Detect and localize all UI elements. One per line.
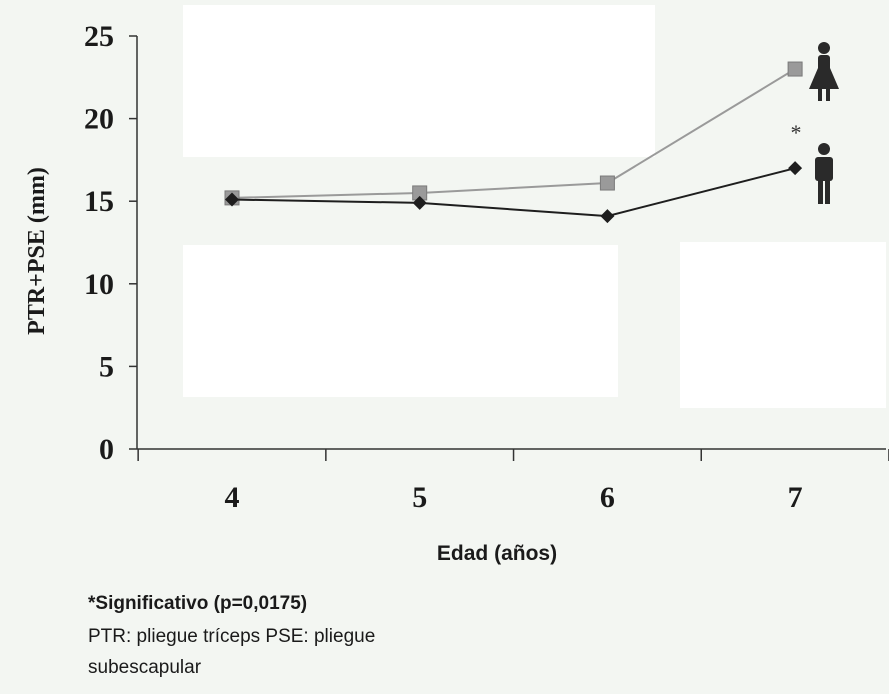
data-point-male	[412, 195, 427, 210]
x-tick-label: 6	[600, 481, 615, 514]
series-female	[224, 61, 803, 206]
x-axis-ticks: 4 5 6 7	[137, 449, 889, 514]
background-patch	[183, 245, 618, 397]
significance-note: *Significativo (p=0,0175)	[88, 593, 308, 614]
x-tick-label: 5	[412, 481, 427, 514]
significance-asterisk: *	[791, 120, 802, 145]
series-layer	[224, 61, 803, 224]
male-figure-icon	[815, 143, 833, 204]
y-tick-label: 0	[99, 433, 114, 466]
x-axis-title: Edad (años)	[437, 542, 557, 565]
y-axis-ticks: 0 5 10 15 20 25	[84, 20, 137, 466]
series-line-male	[231, 167, 796, 218]
background-patch	[183, 5, 655, 157]
data-point-female	[599, 175, 615, 191]
y-tick-label: 10	[84, 268, 114, 301]
background-patch	[680, 242, 886, 408]
female-figure-icon	[809, 42, 839, 101]
y-tick-label: 20	[84, 103, 114, 136]
data-point-male	[225, 192, 239, 207]
x-tick-label: 4	[225, 481, 240, 514]
definitions-note-line2: subescapular	[88, 657, 202, 678]
series-line-female	[231, 68, 796, 199]
y-axis-title: PTR+PSE (mm)	[24, 167, 50, 335]
axes	[136, 36, 886, 450]
definitions-note-line1: PTR: pliegue tríceps PSE: pliegue	[88, 626, 376, 647]
x-tick-label: 7	[788, 481, 803, 514]
y-tick-label: 25	[84, 20, 114, 53]
data-point-male	[600, 209, 615, 224]
y-tick-label: 15	[84, 185, 114, 218]
data-point-female	[787, 61, 803, 77]
y-tick-label: 5	[99, 350, 114, 383]
series-male	[225, 161, 803, 224]
data-point-male	[788, 161, 803, 176]
